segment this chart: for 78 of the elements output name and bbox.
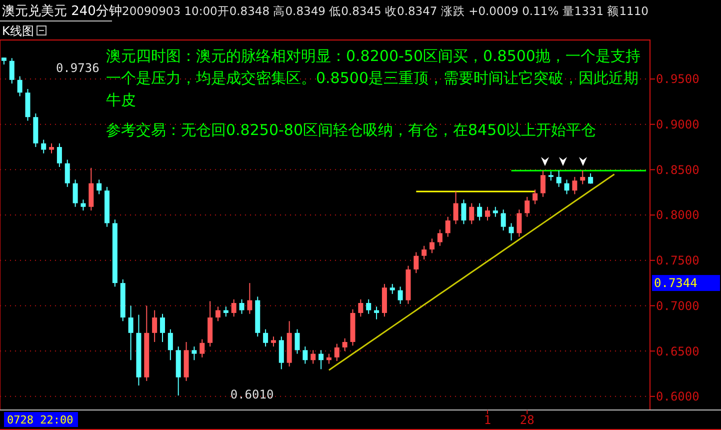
annotation: 参考交易：无仓回0.8250-80区间轻仓吸纳，有仓，在8450以上开始平仓 (106, 121, 596, 139)
y-tick-label: 0.9000 (656, 118, 700, 132)
annotation: 0.9736 (56, 60, 100, 75)
y-tick-label: 0.8500 (656, 162, 700, 177)
candlestick (278, 336, 284, 370)
candlestick (532, 189, 538, 205)
candlestick (358, 298, 364, 318)
candlestick (548, 170, 554, 182)
candlestick (326, 353, 332, 364)
candlestick (366, 298, 372, 314)
candlestick (168, 328, 173, 361)
candlestick (334, 343, 340, 362)
candlestick (485, 206, 490, 221)
candlestick (508, 222, 514, 241)
candlestick (192, 346, 197, 361)
candlestick (88, 167, 94, 211)
candlestick (302, 346, 308, 364)
candlestick (56, 142, 62, 168)
candlestick (540, 170, 546, 198)
candlestick (453, 190, 458, 225)
candlestick (96, 179, 102, 195)
candlestick (492, 206, 498, 218)
annotation: 0.6010 (230, 388, 274, 402)
x-tick-label: 1 (484, 413, 492, 427)
y-tick-label: 0.6000 (656, 390, 700, 404)
candlestick (41, 139, 46, 154)
candlestick (414, 252, 419, 274)
candlestick (564, 179, 570, 195)
annotation: 澳元四时图：澳元的脉络相对明显：0.8200-50区间买，0.8500抛，一个是支持一个是压力，均是成交密集区。0.8500是三重顶，需要时间让它突破，因此近期牛皮 (106, 47, 640, 109)
candlestick (500, 209, 506, 231)
x-tick-label: 28 (520, 413, 534, 427)
candlestick (556, 170, 562, 188)
candlestick (572, 176, 578, 195)
candlestick (580, 170, 586, 185)
candlestick (524, 196, 530, 218)
text: 0728 22:00 (7, 414, 74, 426)
y-tick-label: 0.9500 (656, 72, 700, 86)
candlestick (223, 306, 228, 318)
candlestick (247, 282, 252, 314)
candlestick (231, 298, 236, 318)
candlestick (516, 209, 522, 238)
candlestick (9, 58, 14, 84)
candlestick (64, 159, 70, 188)
candlestick (128, 305, 134, 361)
candlestick (430, 238, 435, 254)
y-tick-label: 0.7000 (656, 298, 700, 313)
chart-subtitle: 20090903 10:00开0.8348 高0.8349 低0.8345 收0.8347 涨跌 +0.0009 0.11% 量1331 额1110 (122, 4, 648, 18)
text: 0.7344 (654, 276, 698, 290)
candlestick (200, 338, 205, 358)
candlestick (17, 76, 22, 97)
line-series (328, 173, 616, 371)
candlestick (445, 216, 450, 238)
candlestick (318, 350, 324, 370)
candlestick (374, 306, 380, 320)
candlestick (469, 202, 474, 225)
candlestick (215, 306, 220, 322)
chart-title: 澳元兑美元 240分钟 (2, 3, 122, 19)
candlestick (263, 328, 268, 348)
candlestick (390, 283, 395, 294)
candlestick (152, 310, 158, 342)
candlestick (461, 199, 466, 225)
candlestick (270, 336, 276, 348)
candlestick (80, 199, 86, 211)
candlestick (422, 245, 427, 260)
candlestick (294, 328, 300, 354)
text: K线图 (2, 24, 34, 38)
candlestick (49, 142, 54, 154)
candlestick (72, 179, 78, 208)
candlestick (398, 286, 403, 304)
candlestick (342, 338, 348, 352)
candlestick (160, 313, 165, 342)
y-tick-label: 0.6500 (656, 344, 700, 358)
y-tick-label: 0.8000 (656, 208, 700, 222)
y-tick-label: 0.7500 (656, 254, 700, 268)
candlestick (239, 298, 244, 314)
candlestick (437, 229, 442, 246)
candlestick (310, 350, 316, 364)
candlestick (477, 202, 482, 221)
